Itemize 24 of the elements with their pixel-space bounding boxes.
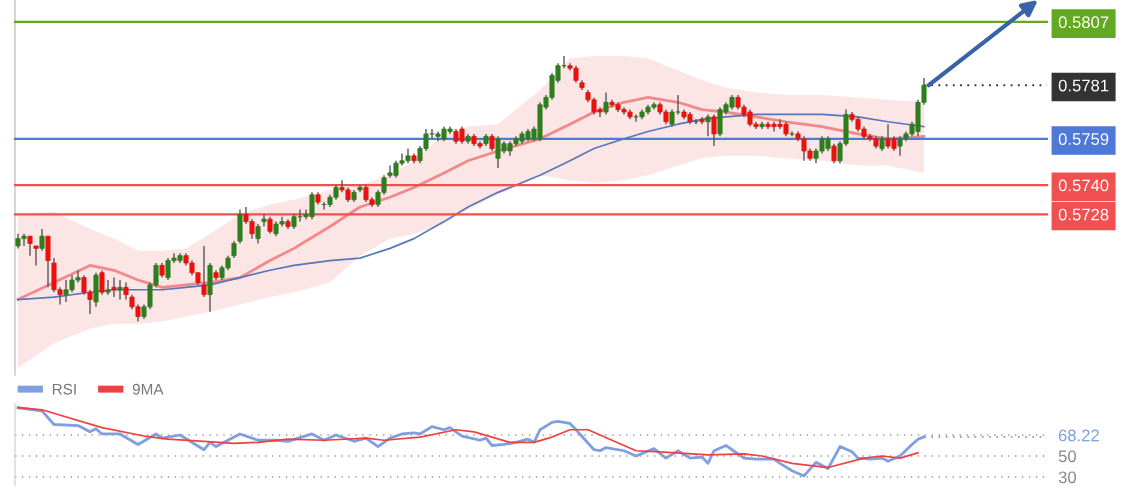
y-tick-label: 30 <box>1058 471 1076 484</box>
candlestick <box>603 91 609 116</box>
y-tick-label: 0.5781 <box>1058 79 1109 92</box>
y-tick-label: 0.5728 <box>1058 208 1109 221</box>
candlestick <box>831 142 837 164</box>
candlestick <box>201 245 207 298</box>
y-tick-label: 0.5759 <box>1058 133 1109 145</box>
legend-label: RSI <box>52 383 76 395</box>
candlestick <box>99 269 105 296</box>
candlestick <box>39 228 45 252</box>
candlestick <box>111 276 117 298</box>
y-tick-label: 0.5807 <box>1058 16 1109 29</box>
candlestick <box>27 235 33 257</box>
candlestick <box>255 223 261 245</box>
candlestick <box>117 279 123 301</box>
y-tick-label: 50 <box>1058 450 1076 463</box>
candlestick <box>33 245 39 267</box>
legend-label: 9MA <box>132 383 164 395</box>
y-tick-label: 0.5740 <box>1058 179 1109 192</box>
candlestick <box>261 213 267 228</box>
candlestick <box>711 113 717 147</box>
ref-line-label: 68.22 <box>1058 429 1099 442</box>
candlestick <box>705 113 711 138</box>
candlestick <box>105 279 111 296</box>
